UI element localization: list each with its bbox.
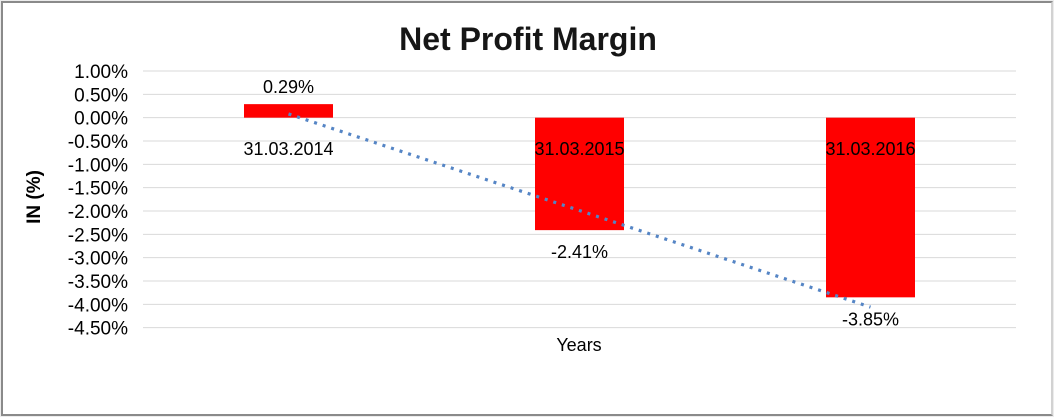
category-labels: 31.03.2014 31.03.2015 31.03.2016: [243, 139, 915, 159]
y-axis-title: IN (%): [24, 170, 45, 224]
linear-trendline: [287, 112, 872, 309]
y-tick-label: -2.50%: [68, 225, 128, 246]
y-tick-label: -3.50%: [68, 272, 128, 293]
y-tick-label: 0.50%: [74, 85, 128, 106]
y-tick-label: -1.00%: [68, 155, 128, 176]
y-tick-label: -4.50%: [68, 319, 128, 340]
y-tick-label: -2.00%: [68, 202, 128, 223]
value-label: -3.85%: [842, 309, 899, 329]
category-label: 31.03.2014: [243, 139, 333, 159]
bar-31.03.2015: [535, 117, 624, 231]
y-axis-tick-labels: 1.00%0.50%0.00%-0.50%-1.00%-1.50%-2.00%-…: [68, 62, 128, 340]
category-label: 31.03.2016: [825, 139, 915, 159]
y-tick-label: -0.50%: [68, 132, 128, 153]
chart-title: Net Profit Margin: [399, 21, 657, 57]
y-tick-label: -3.00%: [68, 249, 128, 270]
x-axis-title: Years: [556, 335, 601, 355]
value-label: -2.41%: [551, 242, 608, 262]
y-tick-label: 0.00%: [74, 109, 128, 130]
trendline: [287, 112, 872, 309]
value-label: 0.29%: [263, 77, 314, 97]
bar-31.03.2014: [244, 104, 333, 118]
value-labels: 0.29% -2.41% -3.85%: [263, 77, 899, 329]
category-label: 31.03.2015: [534, 139, 624, 159]
bar-series: [244, 104, 915, 298]
y-tick-label: 1.00%: [74, 62, 128, 83]
bar-31.03.2016: [826, 117, 915, 298]
y-tick-label: -1.50%: [68, 179, 128, 200]
y-tick-label: -4.00%: [68, 295, 128, 316]
